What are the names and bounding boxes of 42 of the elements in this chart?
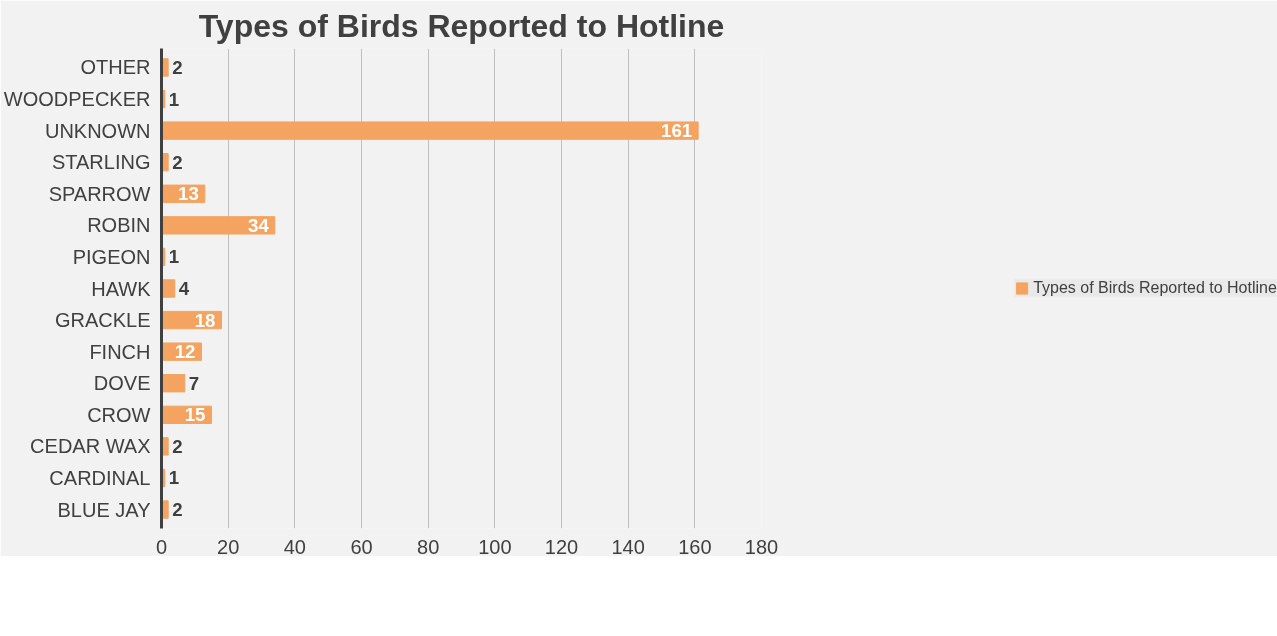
y-tick-label: PIGEON [72,245,151,268]
x-tick-label: 80 [417,535,440,558]
x-tick-label: 60 [350,535,373,558]
x-tick-label: 180 [744,535,779,558]
y-tick-label: GRACKLE [54,309,151,332]
data-label: 15 [184,404,206,426]
x-tick-label: 140 [611,535,645,558]
data-label: 1 [168,88,180,110]
y-tick-label: CROW [87,403,151,426]
data-label: 1 [168,467,180,489]
y-tick-label: CARDINAL [49,466,151,489]
y-tick-label: ROBIN [87,214,151,237]
legend-label: Types of Birds Reported to Hotline [1033,279,1277,297]
y-tick-label: HAWK [91,277,152,300]
x-tick-label: 0 [155,535,168,558]
x-tick-label: 120 [544,535,579,558]
data-label: 18 [194,309,216,331]
chart-title: Types of Birds Reported to Hotline [198,7,725,44]
y-tick-label: OTHER [80,56,151,79]
data-label: 13 [178,183,199,205]
y-tick-label: STARLING [51,151,151,174]
x-tick-label: 20 [217,535,240,558]
y-tick-label: CEDAR WAX [30,435,151,458]
y-tick-label: UNKNOWN [44,119,151,142]
data-label: 12 [174,341,196,363]
y-tick-label: DOVE [93,372,151,395]
x-tick-label: 40 [283,535,306,558]
y-tick-label: FINCH [89,340,151,363]
y-tick-label: WOODPECKER [3,88,151,111]
data-label: 7 [188,372,200,394]
data-label: 161 [661,120,693,142]
x-tick-label: 160 [678,535,712,558]
y-tick-label: BLUE JAY [57,498,151,521]
x-tick-label: 100 [478,535,512,558]
y-tick-label: SPARROW [48,182,151,205]
data-label: 2 [172,151,183,173]
data-label: 2 [172,56,183,78]
data-label: 34 [248,214,270,236]
data-label: 1 [168,246,180,268]
data-label: 4 [178,278,190,299]
data-label: 2 [172,499,183,521]
data-label: 2 [172,435,183,457]
